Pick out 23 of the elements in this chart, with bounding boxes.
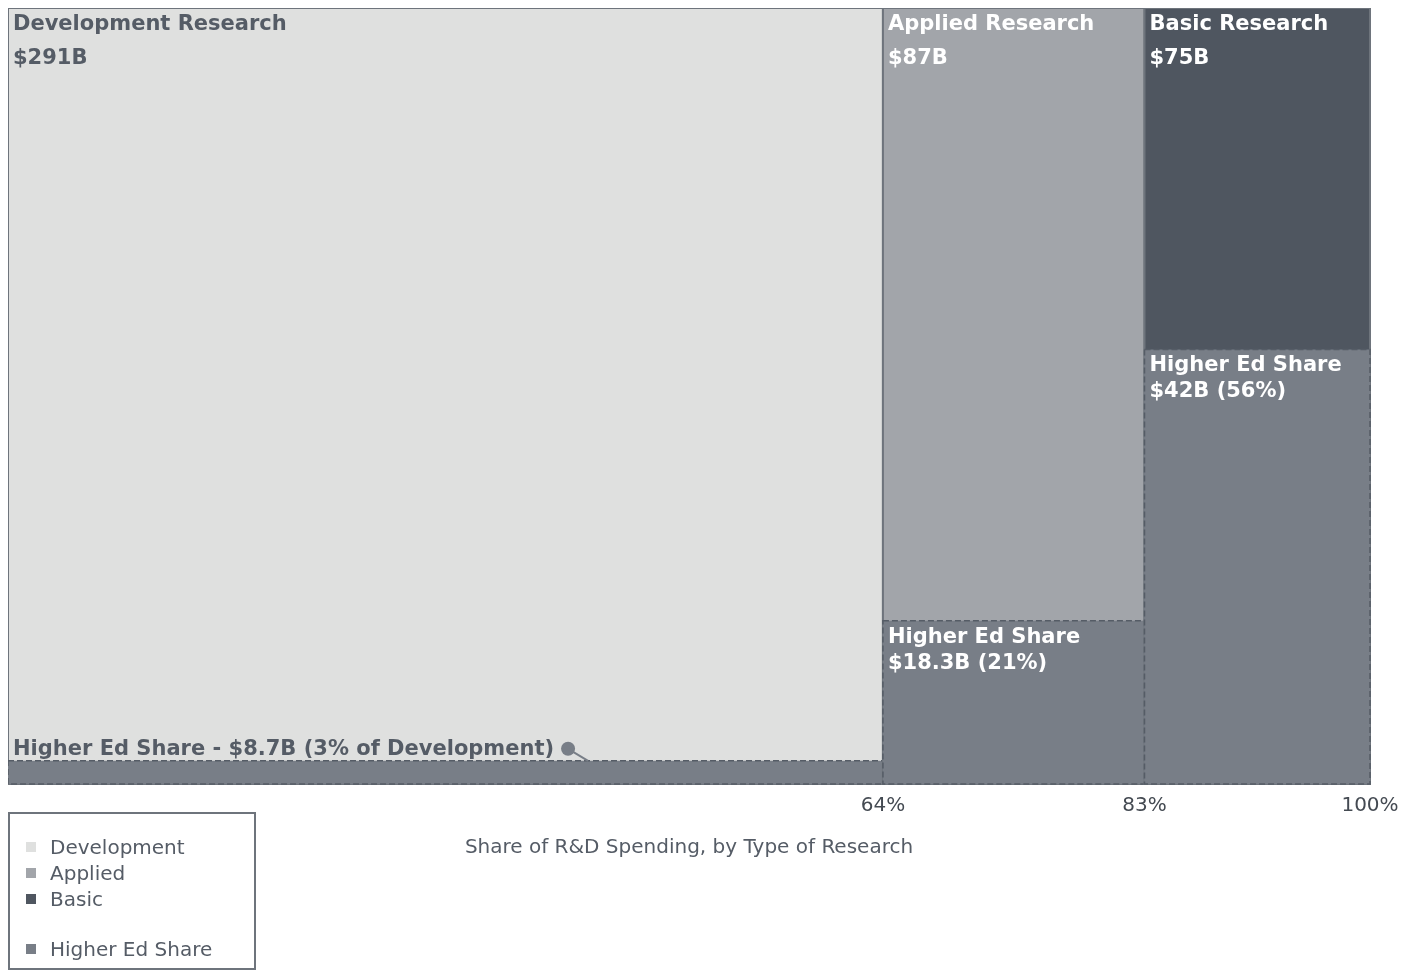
text: (21%) [977,649,1048,674]
category-label: Basic Research [1149,10,1329,35]
data-label: $291B [13,44,88,69]
category-label: Development Research [13,10,287,35]
data-label: $87B [887,44,948,69]
legend-label: Higher Ed Share [50,936,213,962]
data-label: $75B [1149,44,1210,69]
data-label: $42B [1149,378,1210,403]
legend-label: Basic [50,886,103,912]
text: (56%) [1216,378,1287,403]
text: Higher Ed Share [887,623,1081,648]
text: Higher Ed Share [1149,352,1342,377]
legend-label: Development [50,834,185,860]
category-label: Applied Research [887,10,1095,35]
text: (3% of Development) [303,735,555,760]
text: 64% [860,792,906,817]
text: 83% [1122,792,1167,817]
data-label: $18.3B [887,649,971,674]
text: Higher Ed Share - [13,735,222,760]
text: Share of R&D Spending, by Type of Research [464,834,914,859]
legend-label: Applied [50,860,126,886]
text: 100% [1341,792,1399,817]
data-label: $8.7B [228,735,297,760]
